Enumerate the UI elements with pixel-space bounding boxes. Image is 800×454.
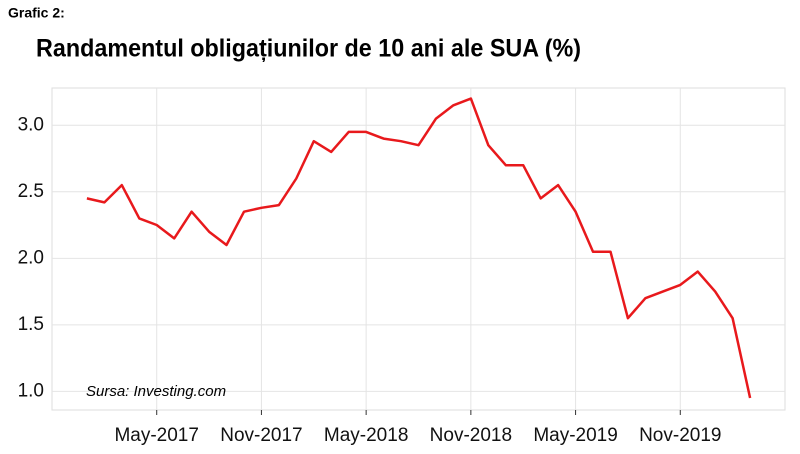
y-tick-label: 1.5 — [18, 314, 44, 335]
y-tick-label: 2.5 — [18, 181, 44, 202]
chart-label: Grafic 2: — [8, 5, 65, 21]
x-tick-label: Nov-2018 — [430, 425, 512, 446]
x-tick-label: May-2018 — [324, 425, 409, 446]
x-tick-label: Nov-2019 — [639, 425, 721, 446]
x-tick-label: Nov-2017 — [220, 425, 302, 446]
y-tick-label: 1.0 — [18, 380, 44, 401]
y-tick-label: 2.0 — [18, 247, 44, 268]
chart-title: Randamentul obligațiunilor de 10 ani ale… — [36, 35, 581, 63]
line-series — [86, 97, 752, 399]
plot-frame — [51, 87, 786, 411]
source-note: Sursa: Investing.com — [86, 383, 226, 400]
x-tick-label: May-2017 — [114, 425, 199, 446]
y-tick-label: 3.0 — [18, 114, 44, 135]
x-tick-label: May-2019 — [533, 425, 618, 446]
